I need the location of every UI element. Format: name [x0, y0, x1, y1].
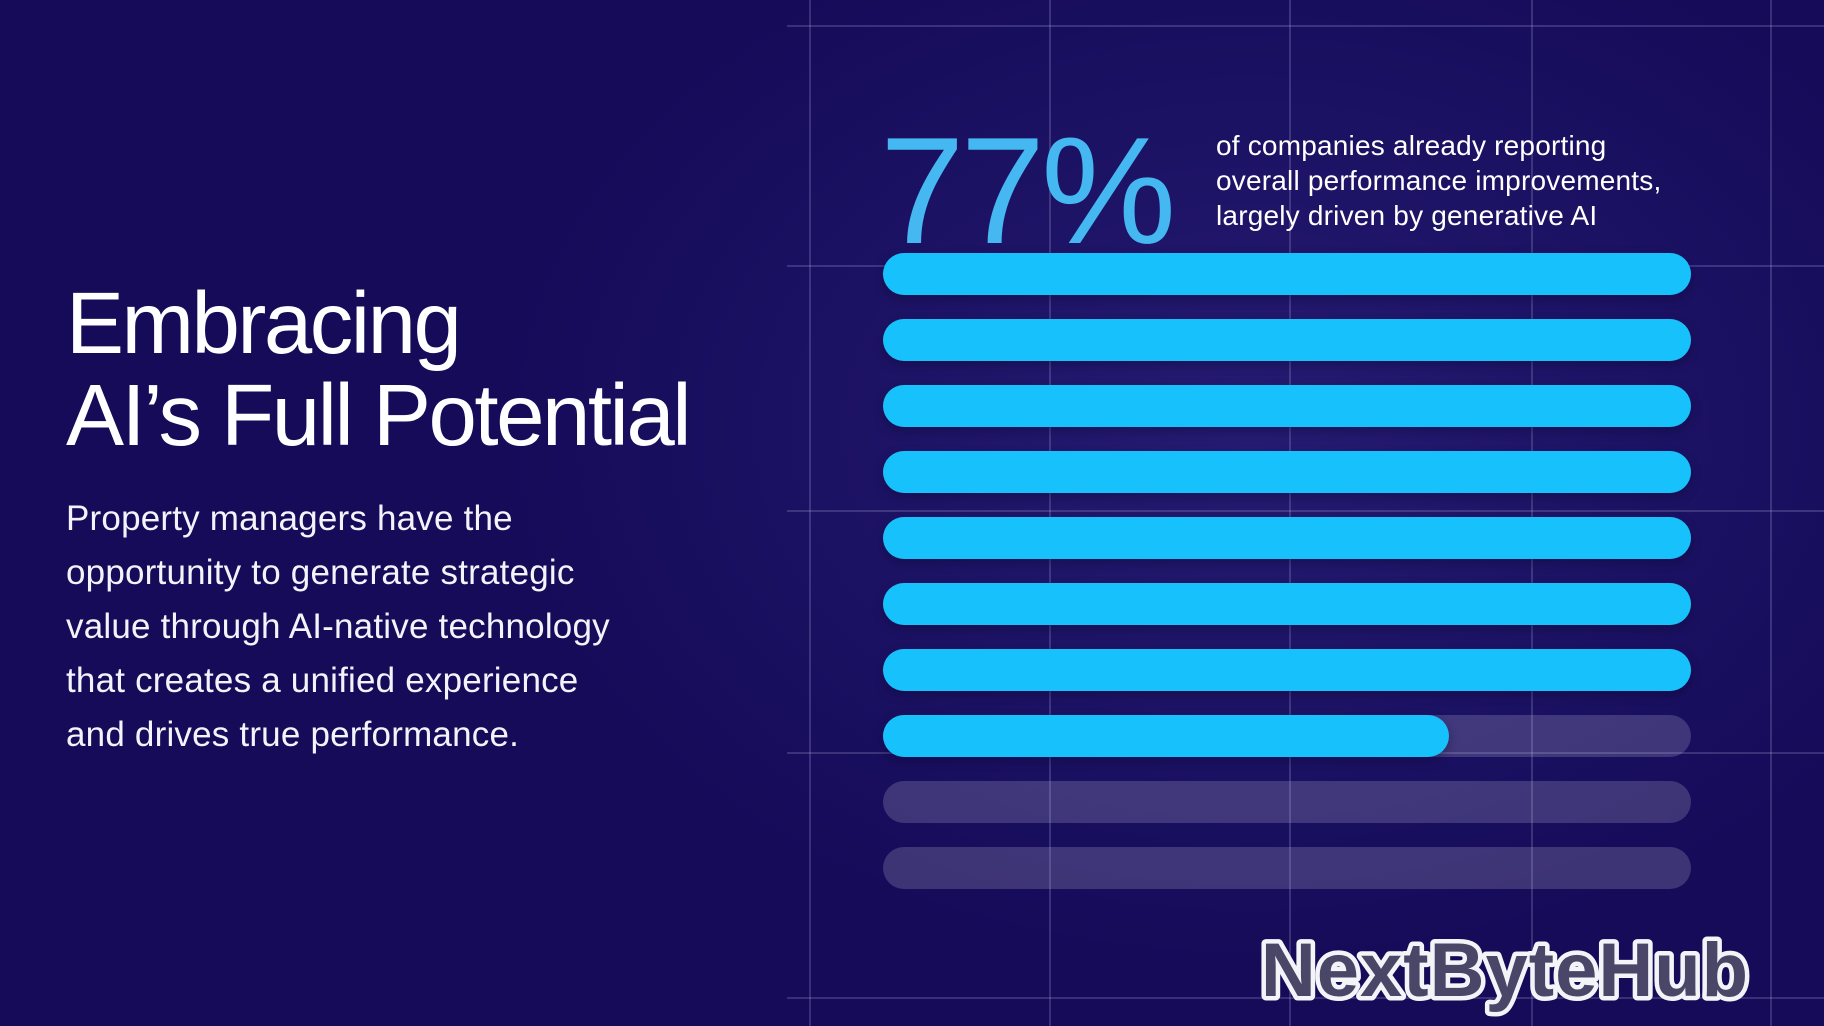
bar-track — [883, 319, 1691, 361]
bar-fill — [883, 385, 1691, 427]
page-title: Embracing AI’s Full Potential — [66, 278, 726, 462]
bar-fill — [883, 583, 1691, 625]
bar-track — [883, 715, 1691, 757]
body-text-line: Property managers have the — [66, 499, 513, 538]
stat-description-line: of companies already reporting — [1216, 130, 1607, 161]
watermark-text: NextByteHub — [1261, 928, 1749, 1013]
bar-fill — [883, 517, 1691, 559]
bar-track — [883, 253, 1691, 295]
stat-description-line: largely driven by generative AI — [1216, 200, 1598, 231]
bar-fill — [883, 649, 1691, 691]
page-title-line1: Embracing — [66, 275, 462, 372]
body-text-line: value through AI-native technology — [66, 607, 610, 646]
bars-chart — [883, 253, 1691, 889]
grid-line-vertical — [809, 0, 811, 1026]
stat-value: 77% — [880, 106, 1176, 276]
stat-description: of companies already reporting overall p… — [1216, 128, 1661, 233]
bar-track — [883, 649, 1691, 691]
page-title-line2: AI’s Full Potential — [66, 367, 692, 464]
bar-fill — [883, 715, 1449, 757]
grid-line-horizontal — [787, 25, 1824, 27]
bar-fill — [883, 253, 1691, 295]
watermark-logo: NextByteHub — [1256, 924, 1752, 1018]
bar-track — [883, 847, 1691, 889]
bar-fill — [883, 451, 1691, 493]
bar-track — [883, 517, 1691, 559]
grid-line-vertical — [1770, 0, 1772, 1026]
body-text-line: that creates a unified experience — [66, 661, 579, 700]
body-text-line: and drives true performance. — [66, 715, 520, 754]
body-text-line: opportunity to generate strategic — [66, 553, 575, 592]
body-text: Property managers have the opportunity t… — [66, 492, 726, 762]
stat-description-line: overall performance improvements, — [1216, 165, 1662, 196]
bar-track — [883, 583, 1691, 625]
bar-track — [883, 781, 1691, 823]
bar-fill — [883, 319, 1691, 361]
bar-track — [883, 451, 1691, 493]
bar-track — [883, 385, 1691, 427]
